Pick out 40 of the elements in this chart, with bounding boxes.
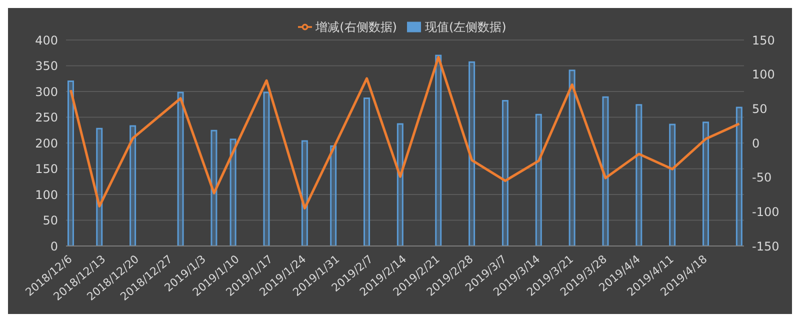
bar [67, 80, 74, 246]
bar [364, 97, 370, 246]
y2-tick-label: 0 [752, 136, 760, 150]
y-tick-label: 50 [42, 214, 58, 228]
bar [177, 92, 184, 246]
bar [602, 96, 609, 246]
bar [435, 54, 442, 246]
bar [502, 100, 508, 246]
bar [568, 70, 576, 246]
bar [96, 128, 103, 246]
bar [230, 138, 236, 246]
y2-tick-label: 100 [752, 68, 775, 82]
legend-label: 增减(右侧数据) [316, 20, 397, 34]
y2-tick-label: -100 [752, 204, 780, 219]
y-tick-label: 0 [50, 239, 58, 254]
y2-tick-label: -150 [752, 239, 780, 254]
bar [702, 122, 710, 246]
bar [396, 123, 404, 246]
bar [535, 114, 542, 246]
legend-label: 现值(左侧数据) [425, 20, 506, 34]
bar [263, 92, 270, 246]
y-tick-label: 250 [35, 110, 58, 125]
bar [468, 61, 476, 246]
bar [130, 125, 136, 246]
y-tick-label: 150 [35, 162, 58, 176]
bar [210, 130, 218, 246]
y-tick-label: 350 [35, 59, 58, 74]
y2-tick-label: -50 [752, 170, 772, 185]
y-tick-label: 100 [35, 188, 58, 202]
bar [301, 140, 308, 246]
y-tick-label: 300 [35, 84, 58, 99]
y-tick-label: 200 [35, 136, 58, 150]
line-series [70, 56, 740, 210]
bar [669, 124, 676, 246]
bar [636, 104, 642, 246]
y2-tick-label: 150 [752, 33, 775, 48]
bar [330, 145, 337, 246]
bar [736, 106, 742, 246]
y-tick-label: 400 [35, 33, 58, 48]
y2-tick-label: 50 [752, 102, 768, 116]
